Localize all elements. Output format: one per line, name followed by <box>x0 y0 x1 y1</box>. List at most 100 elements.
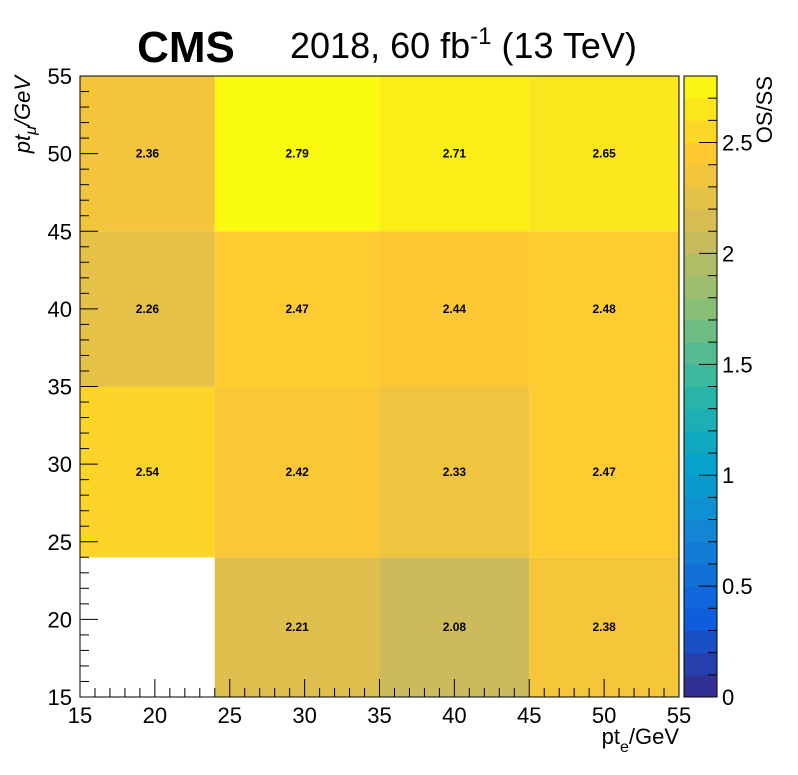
cell-value-label: 2.71 <box>443 147 467 161</box>
x-tick-label: 55 <box>667 703 691 728</box>
heatmap-cell <box>214 557 380 697</box>
color-bar-segment <box>684 253 717 277</box>
x-axis-title-sub: e <box>620 739 629 756</box>
color-bar-segment <box>684 475 717 498</box>
y-tick-label: 35 <box>48 375 72 400</box>
heatmap-cell <box>214 76 380 232</box>
cell-value-label: 2.79 <box>285 147 309 161</box>
heatmap-cell <box>529 557 679 697</box>
cell-value-label: 2.42 <box>285 465 309 479</box>
x-tick-label: 25 <box>218 703 242 728</box>
color-bar-segment <box>684 652 717 676</box>
y-tick-label: 50 <box>48 142 72 167</box>
heatmap-cell <box>80 386 215 558</box>
color-bar-segment <box>684 319 717 343</box>
color-bar-tick-label: 2.5 <box>722 131 753 156</box>
cell-value-label: 2.36 <box>136 147 160 161</box>
cell-value-label: 2.48 <box>592 302 616 316</box>
x-tick-label: 35 <box>367 703 391 728</box>
color-bar-segment <box>684 98 717 121</box>
color-bar-segment <box>684 231 717 254</box>
color-bar-segment <box>684 408 717 432</box>
color-bar-segment <box>684 142 717 166</box>
cell-value-label: 2.54 <box>136 465 160 479</box>
heatmap-cell <box>214 231 380 387</box>
colorbar-axis-title: OS/SS <box>752 76 777 143</box>
y-axis-title-sub: μ <box>23 126 40 136</box>
heatmap-cell <box>529 386 679 558</box>
color-bar-tick-label: 1 <box>722 463 734 488</box>
color-bar-tick-label: 0 <box>722 685 734 710</box>
heatmap-cell <box>80 231 215 387</box>
cell-value-label: 2.44 <box>443 302 467 316</box>
heatmap-cell <box>529 231 679 387</box>
x-tick-label: 45 <box>517 703 541 728</box>
heatmap-cell <box>214 386 380 558</box>
color-bar-segment <box>684 186 717 210</box>
y-tick-label: 25 <box>48 530 72 555</box>
color-bar-segment <box>684 453 717 476</box>
color-bar-segment <box>684 386 717 410</box>
cell-value-label: 2.08 <box>443 620 467 634</box>
cell-value-label: 2.47 <box>592 465 616 479</box>
cell-value-label: 2.47 <box>285 302 309 316</box>
color-bar-segment <box>684 297 717 321</box>
color-bar-tick-labels: 0 0.5 1 1.5 2 2.5 <box>722 131 753 710</box>
color-bar-segment <box>684 541 717 565</box>
color-bar-segment <box>684 586 717 609</box>
color-bar-segment <box>684 120 717 144</box>
color-bar-tick-label: 0.5 <box>722 574 753 599</box>
experiment-label: CMS <box>137 23 235 72</box>
y-tick-label: 40 <box>48 297 72 322</box>
x-axis-title-unit: /GeV <box>629 724 679 749</box>
color-bar-segment <box>684 209 717 232</box>
color-bar-segment <box>684 608 717 631</box>
heatmap-cell-labels: 2.21 2.08 2.38 2.54 2.42 2.33 2.47 2.26 2.47 2.44… <box>136 147 616 635</box>
heatmap-cell <box>379 557 530 697</box>
color-bar-segment <box>684 275 717 299</box>
y-axis-ticks <box>80 75 98 698</box>
cell-value-label: 2.65 <box>592 147 616 161</box>
heatmap-cell <box>379 76 530 232</box>
color-bar-segment <box>684 364 717 387</box>
heatmap-cell <box>379 231 530 387</box>
cell-value-label: 2.33 <box>443 465 467 479</box>
color-bar-segment <box>684 76 717 99</box>
x-axis-tick-labels: 15 20 25 30 35 40 45 50 55 <box>68 703 691 728</box>
color-bar-tick-label: 1.5 <box>722 352 753 377</box>
color-bar-segment <box>684 519 717 543</box>
color-bar <box>683 75 718 698</box>
color-bar-segment <box>684 497 717 521</box>
heatmap-cell <box>80 76 215 232</box>
heatmap-cell <box>529 76 679 232</box>
color-bar-segment <box>684 164 717 188</box>
y-axis-title-unit: /GeV <box>10 74 35 128</box>
color-bar-segment <box>684 342 717 365</box>
x-tick-label: 15 <box>68 703 92 728</box>
y-tick-label: 15 <box>48 685 72 710</box>
lumi-exponent: -1 <box>470 23 491 50</box>
x-tick-label: 30 <box>292 703 316 728</box>
y-axis-tick-labels: 15 20 25 30 35 40 45 50 55 <box>48 64 72 710</box>
color-bar-tick-label: 2 <box>722 241 734 266</box>
luminosity-label: 2018, 60 fb-1 (13 TeV) <box>290 23 637 66</box>
x-axis-title: pte/GeV <box>602 724 680 756</box>
y-tick-label: 30 <box>48 452 72 477</box>
heatmap-cells <box>80 76 679 697</box>
color-bar-ticks <box>699 75 717 698</box>
x-axis-ticks <box>79 679 680 697</box>
color-bar-segment <box>684 630 717 654</box>
y-tick-label: 20 <box>48 607 72 632</box>
lumi-prefix: 2018, 60 fb <box>290 25 470 66</box>
color-bar-segment <box>684 674 717 698</box>
x-tick-label: 20 <box>143 703 167 728</box>
x-tick-label: 40 <box>442 703 466 728</box>
y-axis-title: ptμ/GeV <box>10 74 40 155</box>
color-bar-segment <box>684 430 717 454</box>
y-tick-label: 55 <box>48 64 72 89</box>
cell-value-label: 2.26 <box>136 302 160 316</box>
lumi-suffix: (13 TeV) <box>492 25 637 66</box>
y-tick-label: 45 <box>48 219 72 244</box>
heatmap-cell <box>379 386 530 558</box>
